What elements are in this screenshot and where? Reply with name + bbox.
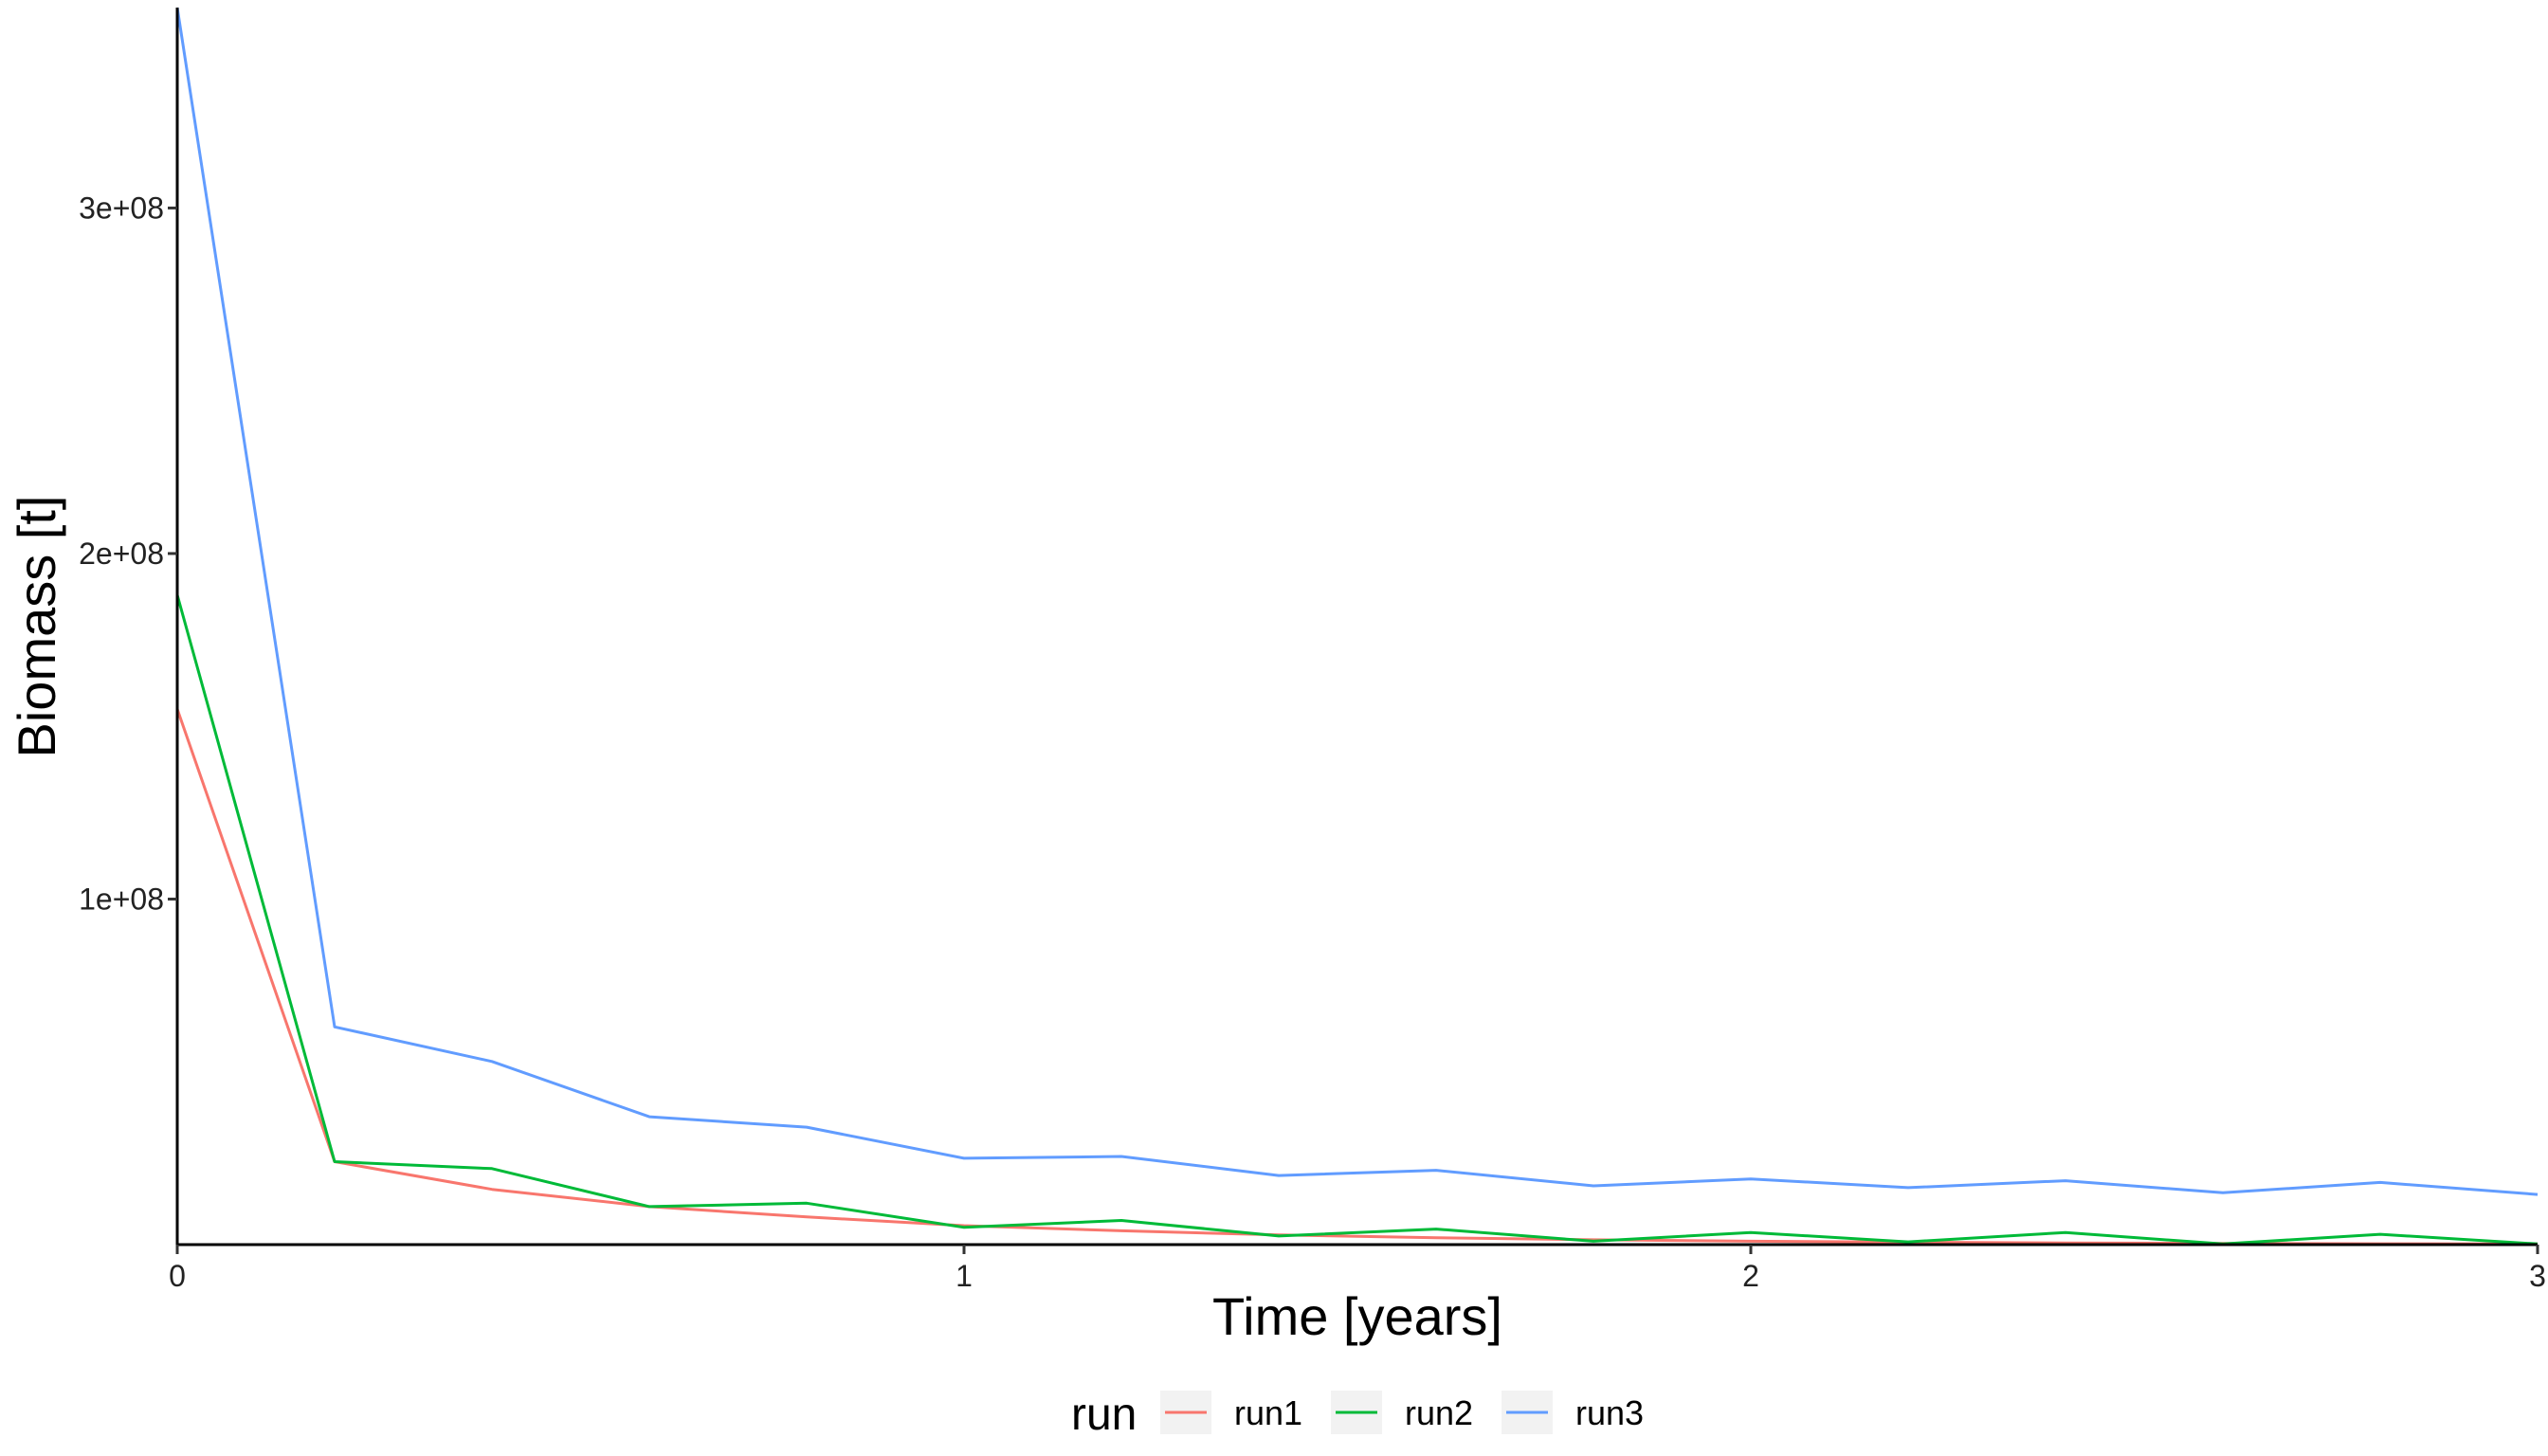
series-line-run2 (175, 594, 2539, 1246)
x-tick-label: 2 (1742, 1259, 1759, 1293)
tick-marks: 0 1 2 3 1e+08 2e+08 3e+08 (79, 191, 2546, 1293)
x-tick-label: 3 (2529, 1259, 2546, 1293)
legend-label-run1: run1 (1234, 1393, 1302, 1432)
series-line-run1 (175, 708, 2539, 1246)
y-tick-label: 1e+08 (79, 882, 164, 916)
axes (175, 8, 2538, 1247)
legend-title: run (1071, 1390, 1137, 1440)
legend-label-run2: run2 (1405, 1393, 1473, 1432)
x-tick-label: 0 (169, 1259, 186, 1293)
legend-label-run3: run3 (1575, 1393, 1644, 1432)
x-axis-title: Time [years] (1212, 1286, 1502, 1346)
y-tick-label: 3e+08 (79, 191, 164, 225)
plot-area (175, 7, 2539, 1246)
legend: run run1 run2 run3 (1071, 1390, 1644, 1440)
x-tick-label: 1 (956, 1259, 973, 1293)
y-axis-title: Biomass [t] (7, 496, 66, 758)
series-line-run3 (175, 7, 2539, 1196)
y-tick-label: 2e+08 (79, 537, 164, 571)
